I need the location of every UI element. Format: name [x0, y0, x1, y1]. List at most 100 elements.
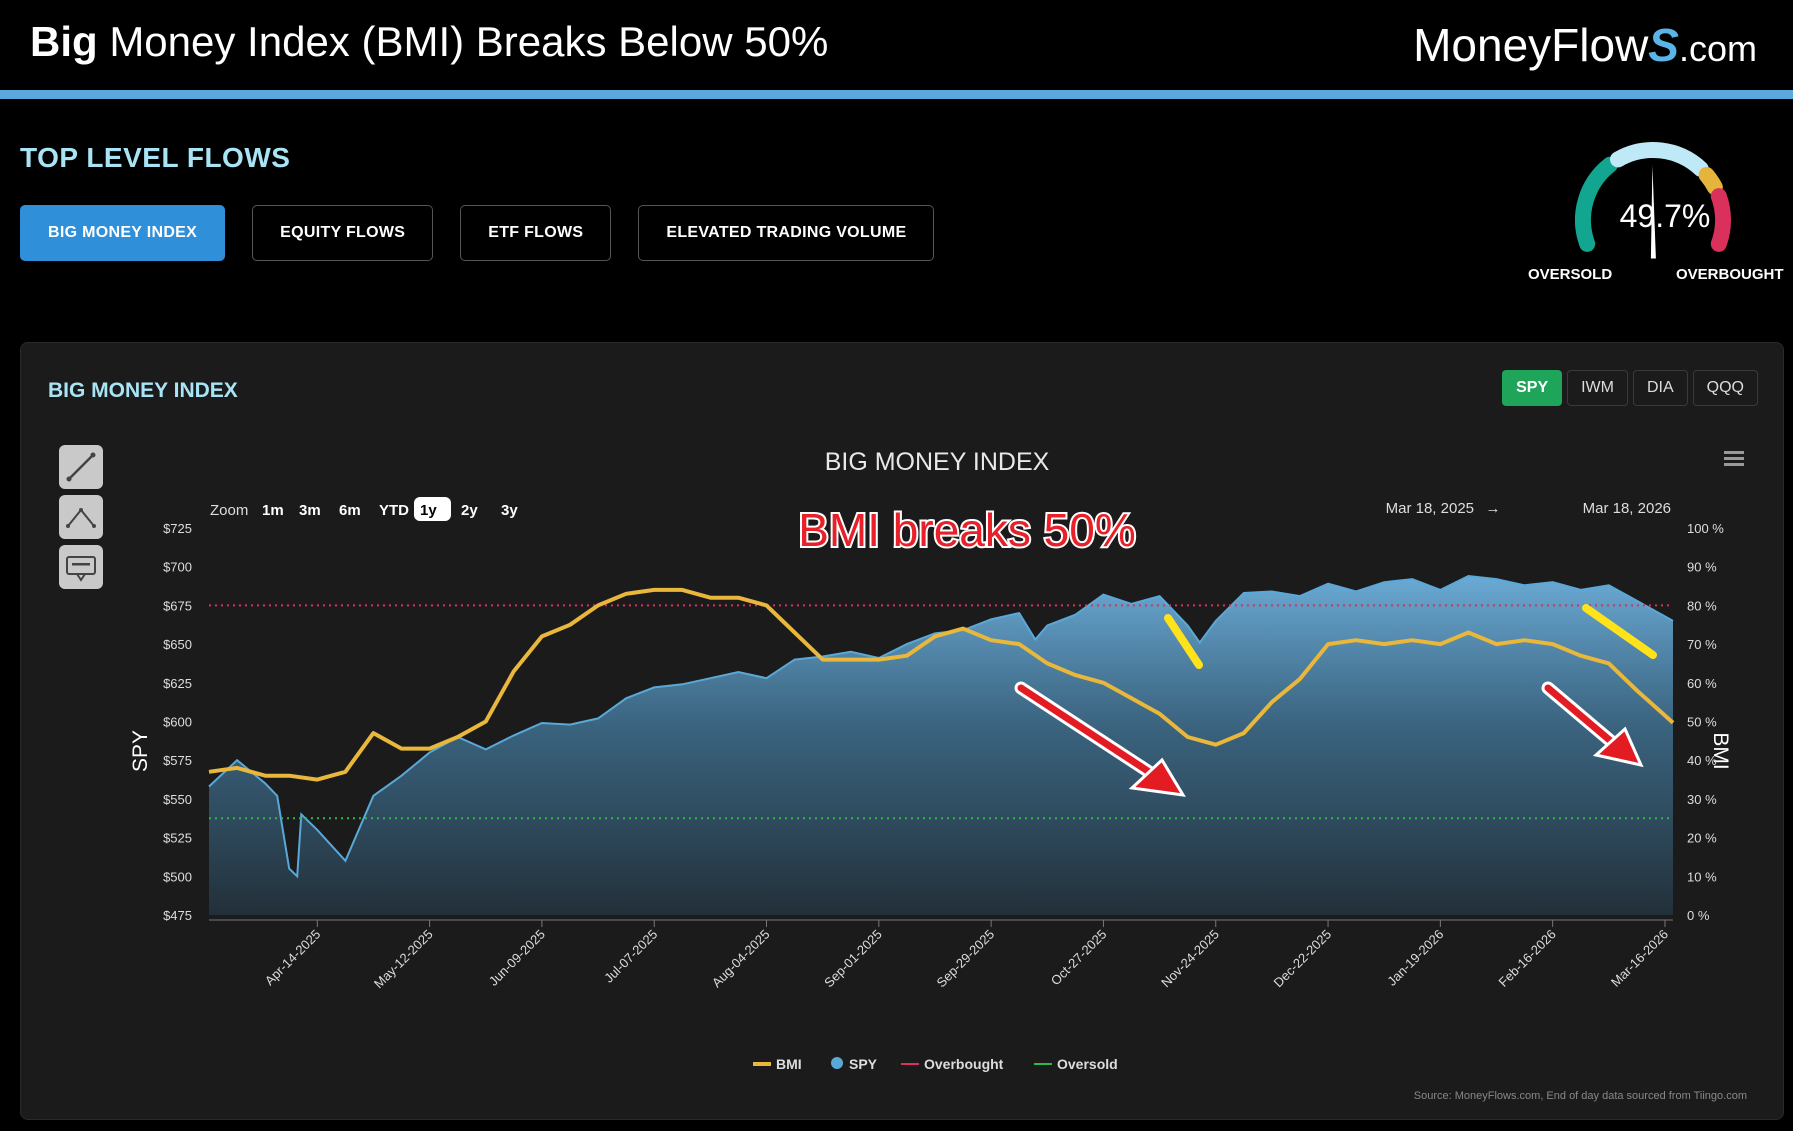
page-title: Big Money Index (BMI) Breaks Below 50% — [30, 18, 828, 66]
measure-ab-tool-icon[interactable] — [59, 495, 103, 539]
zoom-1m-button[interactable]: 1m — [262, 502, 284, 519]
ticker-iwm-button[interactable]: IWM — [1567, 370, 1628, 406]
gauge-overbought-label: OVERBOUGHT — [1676, 266, 1784, 283]
bmi-gauge: 49.7% OVERSOLD OVERBOUGHT — [1520, 130, 1790, 290]
line-tool-icon[interactable] — [59, 445, 103, 489]
zoom-ytd-label: YTD — [379, 502, 409, 519]
gauge-arc — [1575, 142, 1731, 259]
tab-elevated-trading-volume[interactable]: ELEVATED TRADING VOLUME — [638, 205, 935, 261]
y-right-tick-label: 20 % — [1687, 831, 1717, 846]
bmi-chart: BIG MONEY INDEX Zoom 1m 3m 6m YTD 1y 2y 3y Mar… — [129, 448, 1747, 1102]
y-right-tick-label: 70 % — [1687, 637, 1717, 652]
y-left-tick-label: $725 — [163, 521, 192, 536]
legend-spy-marker — [831, 1057, 843, 1069]
bmi-line — [208, 587, 1675, 782]
y-right-tick-label: 10 % — [1687, 869, 1717, 884]
y-right-tick-label: 50 % — [1687, 715, 1717, 730]
y-left-tick-label: $650 — [163, 637, 192, 652]
x-tick-label: May-12-2025 — [371, 927, 436, 992]
chart-title: BIG MONEY INDEX — [825, 448, 1050, 476]
tab-etf-flows[interactable]: ETF FLOWS — [460, 205, 612, 261]
date-range-arrow: → — [1486, 500, 1501, 517]
x-tick-label: Dec-22-2025 — [1270, 927, 1334, 991]
x-tick-label: Oct-27-2025 — [1048, 927, 1110, 989]
zoom-1m-label: 1m — [262, 502, 284, 519]
zoom-6m-button[interactable]: 6m — [339, 502, 361, 519]
text-annotation-tool-icon[interactable] — [59, 545, 103, 589]
legend-item-bmi[interactable]: BMI — [753, 1056, 802, 1072]
section-title: TOP LEVEL FLOWS — [20, 142, 291, 173]
annotation-arrow-2 — [1541, 681, 1644, 768]
zoom-2y-label: 2y — [461, 502, 478, 519]
bmi-panel: BIG MONEY INDEX SPY IWM DIA QQQ BIG MONE… — [20, 342, 1784, 1120]
y-right-tick-label: 60 % — [1687, 676, 1717, 691]
annotation-highlight-1 — [1164, 614, 1203, 669]
zoom-2y-button[interactable]: 2y — [461, 502, 478, 519]
y-right-tick-label: 90 % — [1687, 560, 1717, 575]
gauge-segment-neutral — [1610, 142, 1709, 177]
annotation-text: BMI breaks 50% — [798, 504, 1135, 556]
y-axis-left: $725 $700 $675 $650 $625 $600 $575 $550 $525 $500… — [163, 521, 192, 923]
y-right-tick-label: 100 % — [1687, 521, 1724, 536]
ticker-spy-button[interactable]: SPY — [1502, 370, 1563, 406]
ticker-qqq-button[interactable]: QQQ — [1692, 370, 1758, 406]
x-tick-label: Nov-24-2025 — [1158, 927, 1222, 991]
y-right-tick-label: 40 % — [1687, 753, 1717, 768]
y-left-tick-label: $500 — [163, 869, 192, 884]
y-left-tick-label: $600 — [163, 715, 192, 730]
header-divider — [0, 90, 1793, 99]
gauge-segment-warm — [1698, 167, 1723, 196]
drawing-tools — [59, 445, 103, 589]
y-left-tick-label: $525 — [163, 831, 192, 846]
y-left-tick-label: $625 — [163, 676, 192, 691]
zoom-3y-button[interactable]: 3y — [501, 502, 518, 519]
flow-tabs: BIG MONEY INDEX EQUITY FLOWS ETF FLOWS E… — [20, 205, 935, 261]
zoom-controls: 1m 3m 6m YTD 1y 2y 3y — [262, 497, 518, 521]
y-right-tick-label: 0 % — [1687, 908, 1710, 923]
y-axis-right: 100 % 90 % 80 % 70 % 60 % 50 % 40 % 30 % 20 % 10 … — [1687, 521, 1724, 923]
page-title-bold: Big — [30, 18, 98, 65]
legend-bmi-label: BMI — [776, 1056, 802, 1072]
zoom-3m-button[interactable]: 3m — [299, 502, 321, 519]
y-axis-left-title: SPY — [129, 730, 152, 772]
legend-item-oversold[interactable]: Oversold — [1034, 1056, 1118, 1072]
y-right-tick-label: 30 % — [1687, 792, 1717, 807]
legend-item-spy[interactable]: SPY — [831, 1056, 878, 1072]
x-tick-label: Mar-16-2026 — [1608, 927, 1671, 990]
chart-menu-icon[interactable] — [1724, 451, 1744, 466]
zoom-1y-label: 1y — [420, 502, 437, 519]
x-tick-label: Jul-07-2025 — [601, 927, 660, 986]
y-axis-right-title: BMI — [1709, 732, 1732, 769]
header-bar: Big Money Index (BMI) Breaks Below 50% M… — [0, 0, 1793, 99]
ticker-selector: SPY IWM DIA QQQ — [1502, 370, 1758, 406]
zoom-3y-label: 3y — [501, 502, 518, 519]
annotation-highlight-2 — [1582, 604, 1657, 659]
gauge-segment-overbought — [1710, 188, 1731, 252]
brand-logo: MoneyFlowS.com — [1413, 18, 1757, 72]
date-range-to: Mar 18, 2026 — [1583, 500, 1671, 517]
ticker-dia-button[interactable]: DIA — [1632, 370, 1688, 406]
zoom-selected-highlight — [414, 497, 451, 521]
y-left-tick-label: $575 — [163, 753, 192, 768]
y-right-tick-label: 80 % — [1687, 598, 1717, 613]
chart-source-credit: Source: MoneyFlows.com, End of day data … — [1414, 1090, 1747, 1102]
date-range-from: Mar 18, 2025 — [1386, 500, 1474, 517]
gauge-segment-oversold — [1575, 156, 1618, 252]
x-tick-label: Sep-01-2025 — [821, 927, 885, 991]
x-tick-label: Sep-29-2025 — [933, 927, 997, 991]
y-left-tick-label: $675 — [163, 598, 192, 613]
page-title-rest: Money Index (BMI) Breaks Below 50% — [97, 18, 829, 65]
legend-item-overbought[interactable]: Overbought — [901, 1056, 1004, 1072]
zoom-label: Zoom — [210, 502, 248, 519]
brand-tld: .com — [1678, 28, 1757, 69]
panel-title: BIG MONEY INDEX — [48, 379, 238, 402]
y-left-tick-label: $550 — [163, 792, 192, 807]
legend-overbought-label: Overbought — [924, 1056, 1004, 1072]
tab-equity-flows[interactable]: EQUITY FLOWS — [252, 205, 434, 261]
zoom-ytd-button[interactable]: YTD — [379, 502, 409, 519]
y-left-tick-label: $475 — [163, 908, 192, 923]
tab-big-money-index[interactable]: BIG MONEY INDEX — [20, 205, 226, 261]
x-tick-label: Aug-04-2025 — [709, 927, 773, 991]
annotation-arrow-1 — [1014, 681, 1186, 797]
zoom-1y-button[interactable]: 1y — [414, 497, 451, 521]
